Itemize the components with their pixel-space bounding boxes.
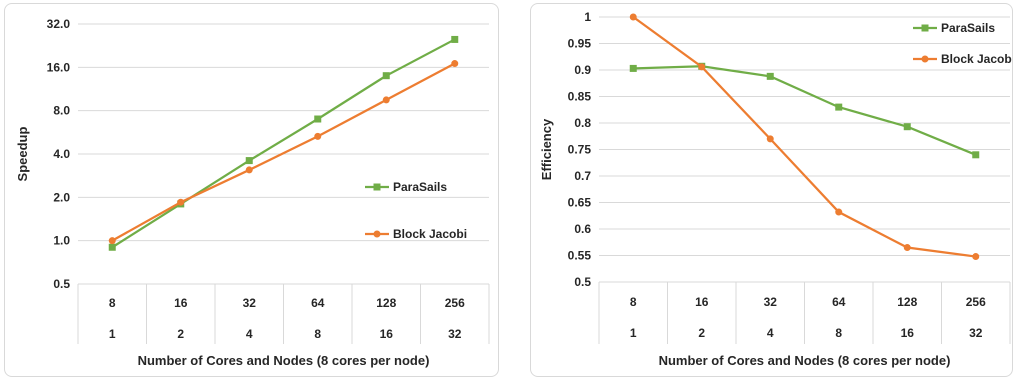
y-tick-label: 0.85 <box>568 90 592 104</box>
x-tick-label-cores: 8 <box>630 295 637 309</box>
data-point <box>766 135 774 143</box>
series-line-block-jacobi <box>632 16 976 258</box>
efficiency-chart-panel: 0.5 0.55 0.6 0.65 0.7 0.75 0.8 0.85 0.9 0.95 1 8 16 3… <box>530 3 1013 377</box>
data-point <box>903 244 911 252</box>
data-point <box>972 151 980 159</box>
legend-marker <box>373 183 381 191</box>
x-tick-label-nodes: 32 <box>969 326 983 340</box>
data-point <box>382 96 390 104</box>
data-point <box>766 72 774 80</box>
data-point <box>835 208 843 216</box>
data-point <box>629 64 637 72</box>
y-tick-label: 16.0 <box>47 60 71 74</box>
y-tick-label: 0.65 <box>568 196 592 210</box>
legend-marker <box>921 55 929 63</box>
y-tick-label: 4.0 <box>53 147 70 161</box>
x-tick-label-cores: 32 <box>243 296 257 310</box>
y-tick-label: 1.0 <box>53 234 70 248</box>
y-tick-label: 0.6 <box>574 222 591 236</box>
x-tick-label-nodes: 4 <box>767 326 774 340</box>
y-tick-label: 1 <box>584 10 591 24</box>
efficiency-chart: 0.5 0.55 0.6 0.65 0.7 0.75 0.8 0.85 0.9 0.95 1 8 16 3… <box>539 10 1012 368</box>
series-line-parasails <box>111 38 456 249</box>
y-tick-label: 0.55 <box>568 249 592 263</box>
legend-marker <box>921 24 929 32</box>
y-tick-label: 0.95 <box>568 37 592 51</box>
x-tick-label-nodes: 16 <box>380 327 394 341</box>
legend-label: Block Jacobi <box>941 52 1012 66</box>
legend-marker <box>373 230 381 238</box>
x-tick-label-cores: 256 <box>966 295 986 309</box>
data-point <box>629 13 637 21</box>
y-tick-label: 0.75 <box>568 143 592 157</box>
data-point <box>451 35 459 43</box>
x-tick-label-cores: 64 <box>311 296 325 310</box>
data-point <box>108 237 116 245</box>
data-point <box>451 60 459 68</box>
x-tick-label-cores: 128 <box>897 295 917 309</box>
x-tick-label-nodes: 8 <box>314 327 321 341</box>
y-tick-label: 8.0 <box>53 104 70 118</box>
data-point <box>314 132 322 140</box>
data-point <box>108 243 116 251</box>
y-tick-label: 0.9 <box>574 63 591 77</box>
x-tick-label-cores: 64 <box>832 295 846 309</box>
y-axis-title: Speedup <box>15 126 30 181</box>
x-tick-label-nodes: 2 <box>177 327 184 341</box>
legend-label: ParaSails <box>941 21 995 35</box>
x-axis-title: Number of Cores and Nodes (8 cores per n… <box>138 353 430 368</box>
y-tick-label: 0.7 <box>574 169 591 183</box>
x-tick-label-cores: 16 <box>174 296 188 310</box>
y-tick-label: 2.0 <box>53 190 70 204</box>
x-tick-label-nodes: 2 <box>698 326 705 340</box>
x-tick-label-cores: 8 <box>109 296 116 310</box>
x-tick-label-cores: 128 <box>376 296 396 310</box>
y-tick-label: 0.5 <box>53 277 70 291</box>
y-tick-label: 0.8 <box>574 116 591 130</box>
x-tick-label-nodes: 4 <box>246 327 253 341</box>
x-tick-label-nodes: 1 <box>630 326 637 340</box>
y-tick-label: 32.0 <box>47 17 71 31</box>
x-tick-label-nodes: 16 <box>901 326 915 340</box>
x-tick-label-nodes: 32 <box>448 327 462 341</box>
x-tick-label-nodes: 8 <box>835 326 842 340</box>
y-axis-title: Efficiency <box>539 118 554 180</box>
legend-label: Block Jacobi <box>393 227 467 241</box>
x-tick-label-cores: 32 <box>764 295 778 309</box>
data-point <box>835 103 843 111</box>
speedup-chart: 0.5 1.0 2.0 4.0 8.0 16.0 32.0 8 16 32 64 128 256 1 2 4 8… <box>15 17 490 368</box>
data-point <box>245 166 253 174</box>
data-point <box>177 198 185 206</box>
legend-label: ParaSails <box>393 180 447 194</box>
x-tick-label-cores: 256 <box>445 296 465 310</box>
x-tick-label-nodes: 1 <box>109 327 116 341</box>
data-point <box>314 115 322 123</box>
data-point <box>245 157 253 165</box>
data-point <box>698 63 706 71</box>
speedup-chart-panel: 0.5 1.0 2.0 4.0 8.0 16.0 32.0 8 16 32 64 128 256 1 2 4 8… <box>4 3 499 377</box>
series-line-parasails <box>633 65 977 156</box>
x-axis-title: Number of Cores and Nodes (8 cores per n… <box>659 353 951 368</box>
x-tick-label-cores: 16 <box>695 295 709 309</box>
y-tick-label: 0.5 <box>574 275 591 289</box>
data-point <box>382 72 390 80</box>
data-point <box>903 123 911 131</box>
data-point <box>972 253 980 261</box>
series-line-block-jacobi <box>111 62 456 242</box>
